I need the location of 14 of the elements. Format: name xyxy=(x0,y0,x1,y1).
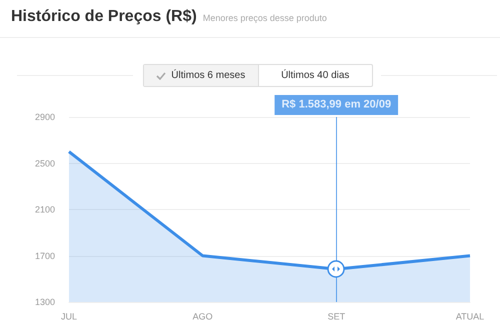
chart-subtitle: Menores preços desse produto xyxy=(202,13,327,23)
x-tick-label: AGO xyxy=(192,312,213,322)
x-tick-label: JUL xyxy=(60,312,78,322)
y-tick-label: 2500 xyxy=(34,158,55,168)
x-tick-label: ATUAL xyxy=(456,312,484,322)
text: Últimos 40 dias xyxy=(280,68,350,83)
y-tick-label: 2100 xyxy=(34,204,55,214)
x-tick-label: SET xyxy=(328,312,346,322)
y-tick-label: 1300 xyxy=(34,297,55,307)
y-tick-label: 2900 xyxy=(34,112,55,122)
y-tick-label: 1700 xyxy=(34,250,55,261)
chart-title: Histórico de Preços (R$) xyxy=(11,8,197,25)
ref-line-label: R$ 1.583,99 em 20/09 xyxy=(282,98,392,110)
text: Últimos 6 meses xyxy=(171,70,246,81)
